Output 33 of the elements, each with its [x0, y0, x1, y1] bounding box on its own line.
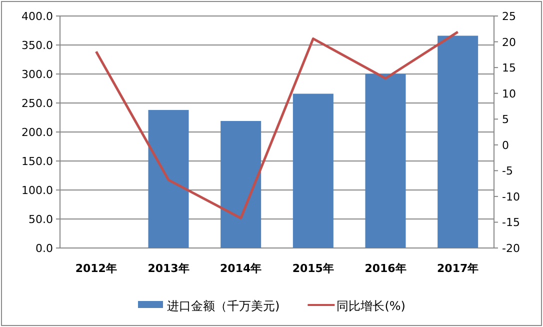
y2-tick-label: 15 — [502, 62, 516, 75]
line-series — [94, 30, 460, 220]
y-tick-label: 100.0 — [22, 184, 53, 197]
y2-tick-label: 0 — [502, 138, 509, 152]
y-tick-label: 200.0 — [22, 126, 53, 139]
y-tick-label: 150.0 — [22, 155, 53, 168]
y-tick-label: 0.0 — [36, 242, 53, 255]
y-tick-label: 350.0 — [22, 39, 53, 52]
x-tick-label: 2016年 — [364, 262, 406, 275]
y-tick-label: 250.0 — [22, 97, 53, 110]
legend-label: 进口金额（千万美元) — [167, 299, 280, 313]
bar — [438, 36, 478, 248]
x-tick-label: 2012年 — [75, 262, 117, 275]
legend-label: 同比增长(%) — [336, 299, 406, 313]
y2-tick-label: 10 — [502, 87, 516, 100]
y2-tick-label: -20 — [502, 242, 520, 255]
x-tick-label: 2013年 — [148, 262, 190, 275]
bar — [220, 120, 262, 248]
y-tick-label: 50.0 — [28, 213, 53, 226]
y2-tick-label: -5 — [502, 164, 513, 178]
y2-tick-label: 5 — [502, 113, 509, 126]
y-tick-label: 400.0 — [22, 10, 53, 23]
y-tick-label: 300.0 — [22, 68, 53, 81]
x-tick-label: 2014年 — [220, 262, 262, 275]
y2-tick-label: 20 — [502, 36, 516, 49]
y2-tick-label: 25 — [502, 10, 516, 23]
x-tick-label: 2017年 — [437, 262, 479, 275]
bar — [365, 74, 406, 248]
y2-tick-label: -15 — [502, 216, 520, 230]
y2-tick-label: -10 — [502, 190, 520, 204]
x-tick-label: 2015年 — [292, 262, 334, 275]
bar — [292, 94, 334, 248]
bar — [148, 110, 189, 248]
